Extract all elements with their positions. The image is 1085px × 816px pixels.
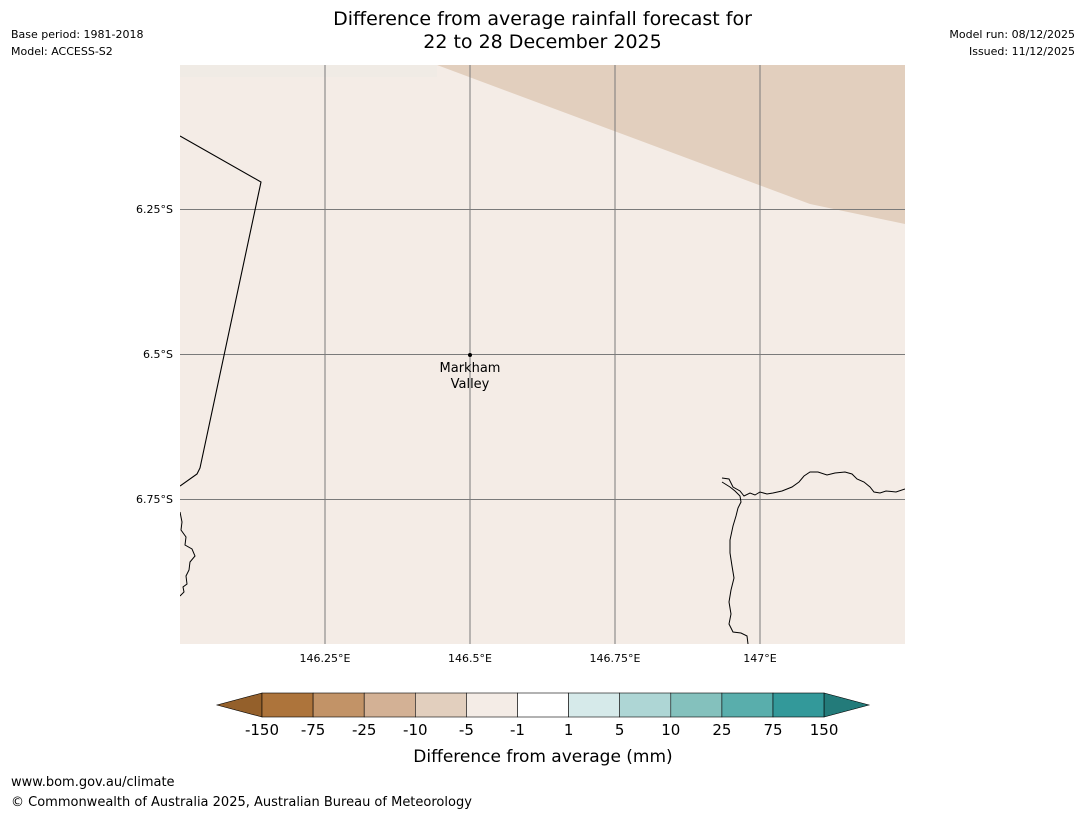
markham-valley-marker: [468, 353, 472, 357]
colorbar-tick-label: 5: [615, 721, 625, 739]
colorbar-tick-label: -75: [301, 721, 326, 739]
model-text: Model: ACCESS-S2: [11, 45, 113, 58]
colorbar-segment: [568, 692, 620, 718]
footer-url: www.bom.gov.au/climate: [11, 775, 175, 790]
place-label-line-2: Valley: [451, 377, 490, 392]
colorbar-segment: [517, 692, 569, 718]
header-left-meta: Base period: 1981-2018 Model: ACCESS-S2: [11, 26, 143, 60]
colorbar-title: Difference from average (mm): [413, 747, 672, 767]
colorbar-tick-label: 10: [661, 721, 680, 739]
colorbar-tick-label: -1: [510, 721, 525, 739]
header-right-meta: Model run: 08/12/2025 Issued: 11/12/2025: [949, 26, 1075, 60]
coastline-right: [721, 471, 905, 497]
place-label-line-1: Markham: [440, 361, 501, 376]
coastline-left: [180, 511, 196, 597]
colorbar-tick-label: -10: [403, 721, 428, 739]
colorbar-legend: Difference from average (mm) -150 -75 -25 -…: [215, 692, 871, 767]
colorbar-segment: [721, 692, 774, 718]
colorbar-segment: [312, 692, 365, 718]
latitude-labels: 6.25°S 6.5°S 6.75°S: [136, 203, 173, 506]
lat-label-6-75: 6.75°S: [136, 493, 173, 506]
footer-copyright: © Commonwealth of Australia 2025, Austra…: [11, 795, 472, 810]
gridlines: [180, 65, 905, 644]
colorbar-tick-label: -5: [459, 721, 474, 739]
colorbar-segment: [772, 692, 825, 718]
colorbar-tick-label: -25: [352, 721, 377, 739]
colorbar-segment: [619, 692, 672, 718]
colorbar-extend-low: [215, 692, 263, 718]
issued-text: Issued: 11/12/2025: [968, 45, 1075, 58]
drier-region-fill: [437, 65, 905, 224]
map-panel: Markham Valley: [180, 65, 905, 644]
colorbar-segment: [670, 692, 723, 718]
base-period-text: Base period: 1981-2018: [11, 28, 144, 41]
colorbar-segment: [414, 692, 467, 718]
lon-label-146-5: 146.5°E: [448, 652, 492, 665]
colorbar-segment: [363, 692, 416, 718]
colorbar-tick-label: -150: [245, 721, 279, 739]
lat-label-6-5: 6.5°S: [143, 348, 173, 361]
lon-label-146-75: 146.75°E: [590, 652, 641, 665]
colorbar-segment: [466, 692, 518, 718]
colorbar-tick-label: 75: [763, 721, 782, 739]
title-line-2: 22 to 28 December 2025: [423, 31, 662, 53]
lon-label-146-25: 146.25°E: [300, 652, 351, 665]
longitude-labels: 146.25°E 146.5°E 146.75°E 147°E: [300, 652, 777, 665]
province-boundary-line: [180, 135, 262, 487]
colorbar-tick-label: 1: [564, 721, 574, 739]
model-run-text: Model run: 08/12/2025: [949, 28, 1075, 41]
colorbar-extend-high: [823, 692, 871, 718]
lon-label-147: 147°E: [743, 652, 776, 665]
lat-label-6-25: 6.25°S: [136, 203, 173, 216]
map-title: Difference from average rainfall forecas…: [0, 8, 1085, 54]
title-line-1: Difference from average rainfall forecas…: [333, 8, 752, 30]
colorbar-tick-label: 25: [712, 721, 731, 739]
top-light-strip: [180, 65, 437, 77]
river-line: [721, 481, 749, 644]
colorbar-tick-label: 150: [810, 721, 839, 739]
map-figure: Markham Valley 6.25°S 6.5°S 6.75°S 146.2…: [136, 65, 905, 767]
colorbar-segment: [261, 692, 314, 718]
